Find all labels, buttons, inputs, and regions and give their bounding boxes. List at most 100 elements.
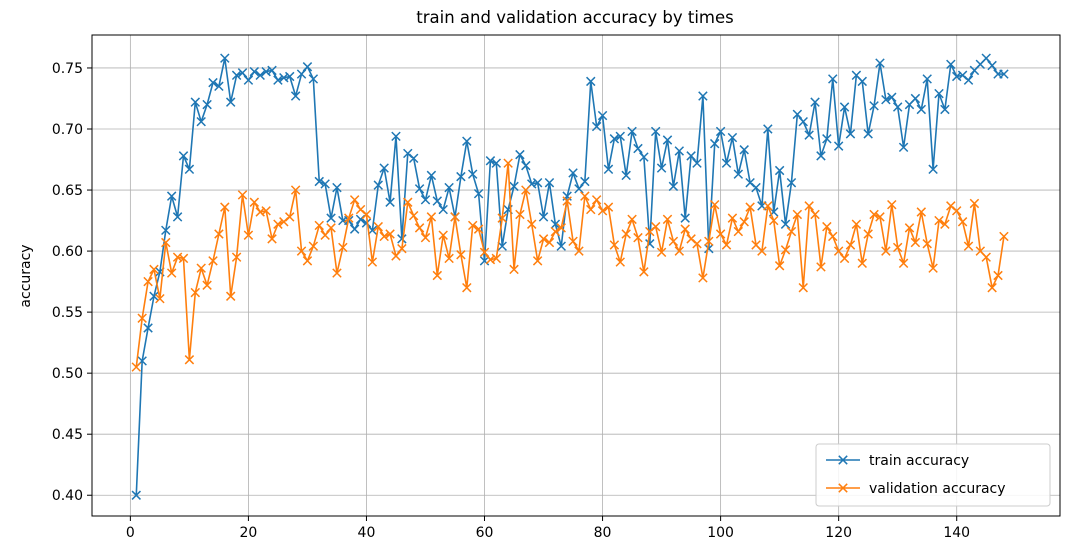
data-point [568,168,578,178]
data-point [639,152,649,162]
data-point [881,94,891,105]
data-point [397,234,407,244]
data-point [869,209,879,220]
data-point [385,197,395,207]
data-point [166,191,177,201]
data-point [338,242,348,253]
data-point [308,74,319,84]
data-point [963,75,974,85]
data-point [586,76,596,87]
legend-label: train accuracy [869,453,969,469]
data-point [190,97,201,107]
ticks: 0 20 40 60 80 100 120 140 0.40 0.45 0.50 0.55 0.60 0.… [52,61,970,541]
data-point [780,245,791,255]
x-tick-label: 100 [707,525,734,541]
data-point [161,237,171,248]
data-point [444,182,454,193]
data-point [267,234,277,244]
data-point [414,223,425,233]
data-point [987,282,997,293]
data-point [391,131,401,142]
data-point [285,71,295,82]
y-tick-label: 0.65 [52,183,83,199]
data-point [273,219,283,229]
x-tick-label: 140 [943,525,970,541]
data-point [220,202,230,212]
data-point [491,253,502,264]
data-point [798,116,808,127]
data-point [379,231,389,242]
data-point [656,247,667,258]
data-point [403,197,413,207]
data-point [698,91,708,101]
data-point [981,252,991,262]
data-point [391,251,401,261]
data-point [408,210,419,221]
data-point [934,215,944,226]
data-point [326,223,336,233]
data-point [509,181,519,192]
data-point [999,69,1009,79]
data-point [214,81,224,92]
x-tick-label: 80 [594,525,612,541]
data-point [774,261,785,271]
data-point [178,253,189,264]
data-point [786,177,797,188]
y-tick-label: 0.75 [52,61,83,77]
data-point [751,182,761,193]
data-point [857,76,867,87]
data-point [621,229,631,239]
data-point [131,490,141,500]
data-point [538,234,549,244]
data-point [580,176,590,187]
data-point [273,75,283,85]
data-point [591,121,602,132]
data-point [143,323,153,333]
data-point [538,212,549,222]
data-point [869,101,879,111]
data-point [904,223,915,233]
data-point [562,196,572,206]
data-point [485,156,496,166]
data-point [574,184,584,194]
data-point [208,256,218,266]
data-point [816,262,826,272]
data-point [727,132,738,143]
data-point [839,253,850,264]
data-point [615,257,625,267]
data-point [373,180,383,190]
data-point [709,138,720,149]
data-point [202,280,212,290]
data-point [822,221,832,232]
data-point [432,196,443,206]
y-tick-label: 0.55 [52,305,83,321]
data-point [237,190,248,200]
data-point [497,213,507,223]
series-validation [131,158,1009,372]
data-point [166,268,177,278]
data-point [432,270,443,281]
data-point [149,291,159,301]
data-point [721,158,732,168]
data-point [804,201,814,211]
data-point [715,126,726,137]
data-point [196,263,206,273]
data-point [910,93,921,104]
data-point [999,231,1009,242]
data-point [680,224,690,234]
data-point [184,355,195,365]
data-point [326,213,336,223]
data-point [833,246,844,256]
data-point [828,74,838,84]
data-point [515,149,525,160]
data-point [928,263,938,273]
data-point [863,129,873,139]
data-point [249,197,260,207]
x-tick-label: 120 [825,525,852,541]
data-point [426,212,437,222]
data-point [155,293,165,304]
data-point [473,188,484,199]
data-point [769,215,779,226]
data-point [804,130,814,140]
